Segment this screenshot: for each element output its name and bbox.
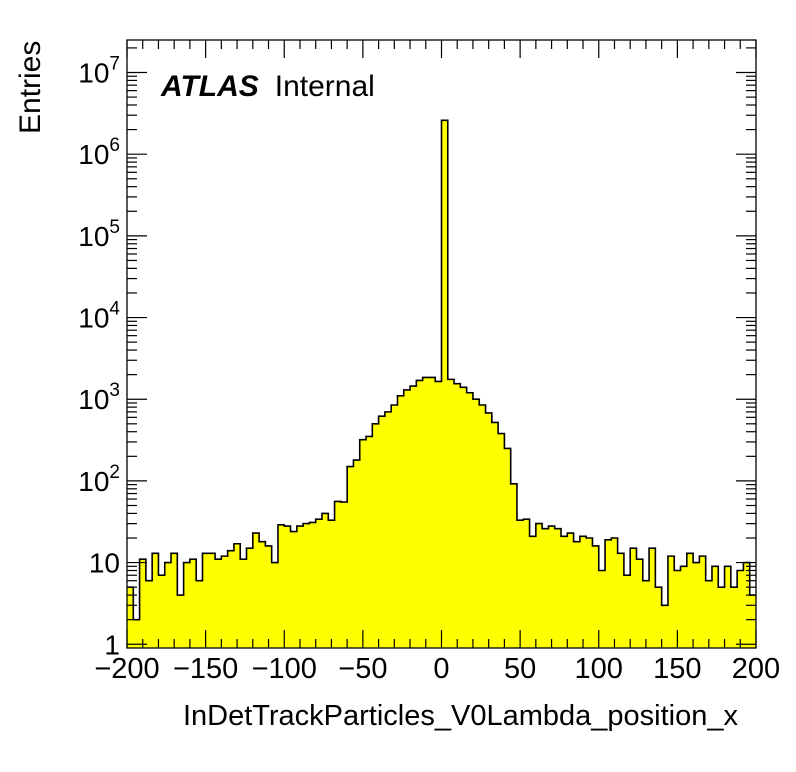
atlas-label-bold: ATLAS [161, 70, 259, 103]
axis-ticks [126, 40, 757, 648]
tick-labels: −200 −150 −100 −50 0 50 100 150 200 1 10 102 103 104 1… [78, 54, 780, 685]
plot-frame [126, 39, 757, 649]
histogram-fill [127, 120, 756, 648]
y-tick-label: 102 [78, 462, 120, 497]
x-tick-label: −50 [338, 653, 387, 685]
x-tick-label: −150 [173, 653, 238, 685]
x-tick-label: 100 [575, 653, 623, 685]
y-tick-label: 1 [104, 629, 120, 660]
x-tick-label: −100 [252, 653, 317, 685]
x-tick-label: 0 [433, 653, 449, 685]
y-tick-label: 106 [78, 135, 120, 170]
x-tick-label: −200 [94, 653, 159, 685]
y-tick-label: 103 [78, 380, 120, 415]
x-tick-label: 200 [732, 653, 780, 685]
x-tick-label: 50 [504, 653, 536, 685]
y-tick-label: 105 [78, 217, 120, 252]
y-axis-label: Entries [14, 40, 47, 134]
y-tick-label: 107 [78, 54, 120, 89]
x-tick-label: 150 [653, 653, 701, 685]
histogram-outline [127, 119, 756, 621]
atlas-label-internal: Internal [274, 70, 375, 103]
atlas-label: ATLAS Internal [161, 70, 375, 104]
y-tick-label: 104 [78, 299, 120, 334]
y-tick-label: 10 [89, 548, 120, 579]
x-axis-label: InDetTrackParticles_V0Lambda_position_x [182, 700, 738, 732]
